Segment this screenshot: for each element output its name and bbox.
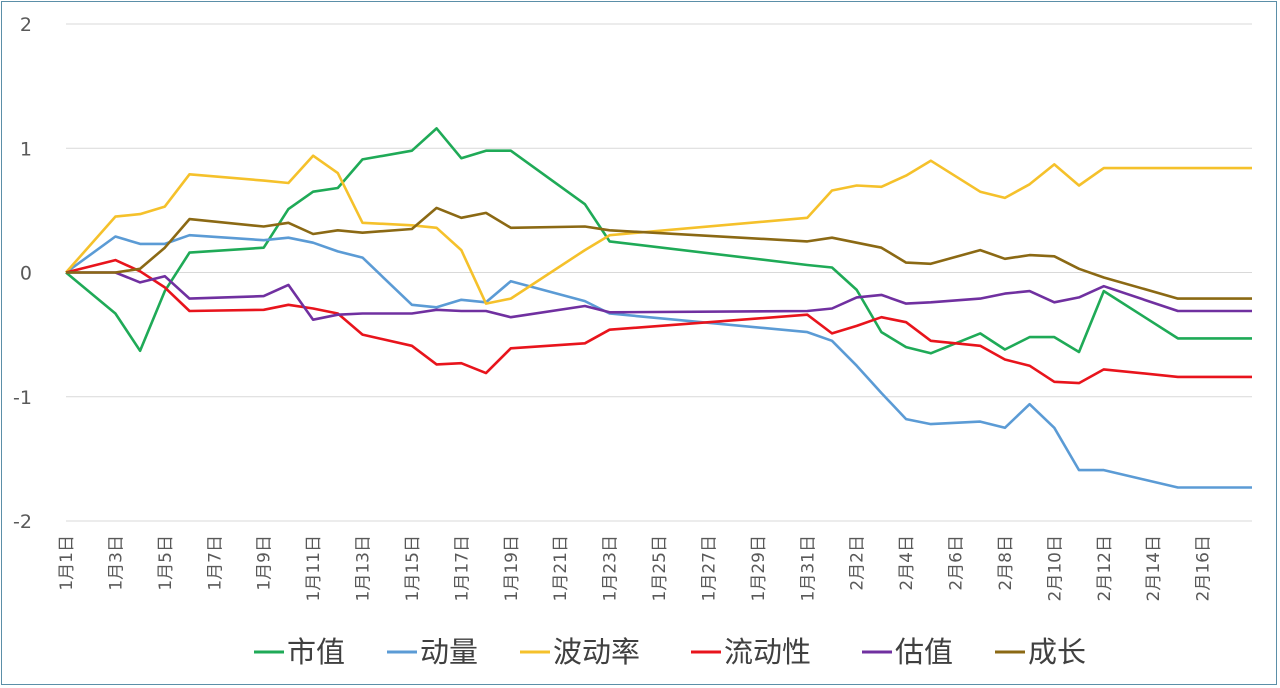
- series-line-5: [66, 206, 1252, 300]
- x-tick-label: 1月13日: [354, 535, 374, 601]
- x-tick-label: 2月8日: [996, 535, 1016, 591]
- x-tick-label: 1月7日: [205, 535, 225, 591]
- legend-label: 动量: [420, 635, 478, 669]
- x-tick-label: 1月17日: [452, 535, 472, 601]
- legend-label: 估值: [895, 635, 953, 669]
- legend-label: 流动性: [724, 635, 811, 669]
- y-tick-label: 0: [20, 263, 32, 285]
- x-tick-label: 1月11日: [304, 535, 324, 601]
- series-line-3: [65, 258, 1252, 385]
- x-tick-label: 1月15日: [403, 535, 423, 601]
- series-line-4: [66, 271, 1252, 322]
- x-tick-label: 2月12日: [1095, 535, 1115, 601]
- x-axis: 1月1日 1月3日 1月5日 1月7日 1月9日 1月11日 1月13日 1月15日 1月17日…: [57, 535, 1214, 601]
- x-tick-label: 1月21日: [551, 535, 571, 601]
- legend-item-0: 市值: [254, 635, 345, 669]
- x-tick-label: 2月6日: [947, 535, 967, 591]
- x-tick-label: 1月23日: [601, 535, 621, 601]
- legend-label: 成长: [1028, 635, 1086, 669]
- y-tick-label: -1: [13, 387, 32, 409]
- series-line-2: [65, 154, 1252, 305]
- x-tick-label: 1月19日: [502, 535, 522, 601]
- x-tick-label: 1月27日: [699, 535, 719, 601]
- x-tick-label: 1月9日: [255, 535, 275, 591]
- legend-item-3: 流动性: [691, 635, 811, 669]
- x-tick-label: 1月31日: [798, 535, 818, 601]
- x-tick-label: 1月25日: [650, 535, 670, 601]
- x-tick-label: 1月29日: [749, 535, 769, 601]
- x-tick-label: 2月14日: [1144, 535, 1164, 601]
- series-line-0: [65, 127, 1252, 355]
- legend-label: 市值: [287, 635, 345, 669]
- x-tick-label: 2月4日: [897, 535, 917, 591]
- y-tick-label: -2: [13, 511, 32, 533]
- legend-item-4: 估值: [862, 635, 953, 669]
- x-tick-label: 2月10日: [1045, 535, 1065, 601]
- x-tick-label: 2月16日: [1194, 535, 1214, 601]
- y-axis: 2 1 0 -1 -2: [13, 14, 32, 533]
- x-tick-label: 1月3日: [106, 535, 126, 591]
- legend-item-5: 成长: [995, 635, 1086, 669]
- legend-label: 波动率: [553, 635, 640, 669]
- x-tick-label: 2月2日: [848, 535, 868, 591]
- legend: 市值 动量 波动率 流动性 估值 成长: [254, 635, 1086, 669]
- x-tick-label: 1月5日: [156, 535, 176, 591]
- gridlines: [66, 23, 1252, 522]
- x-tick-label: 1月1日: [57, 535, 77, 591]
- series-line-1: [65, 233, 1252, 489]
- legend-item-2: 波动率: [520, 635, 640, 669]
- y-tick-label: 1: [20, 138, 32, 160]
- legend-item-1: 动量: [387, 635, 478, 669]
- series-lines: [65, 127, 1252, 489]
- y-tick-label: 2: [20, 14, 32, 36]
